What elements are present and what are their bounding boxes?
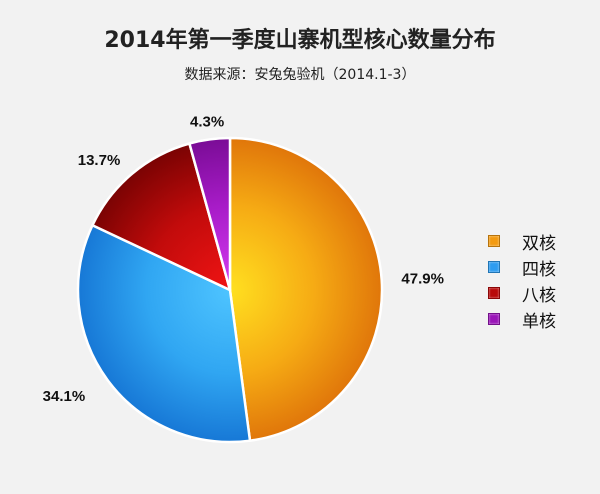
legend-swatch-single-core	[488, 313, 500, 325]
legend-label: 八核	[522, 285, 556, 306]
data-label-octa-core: 13.7%	[78, 152, 121, 169]
legend-item-quad-core: 四核	[488, 254, 556, 280]
legend-item-single-core: 单核	[488, 306, 556, 332]
legend-label: 四核	[522, 259, 556, 280]
legend-swatch-quad-core	[488, 261, 500, 273]
data-label-quad-core: 34.1%	[43, 388, 86, 405]
pie-slice-octa-core	[91, 142, 232, 292]
data-label-single-core: 4.3%	[190, 113, 224, 130]
data-label-dual-core: 47.9%	[401, 271, 444, 288]
legend-swatch-octa-core	[488, 287, 500, 299]
legend-label: 双核	[522, 233, 556, 254]
legend-item-octa-core: 八核	[488, 280, 556, 306]
legend-label: 单核	[522, 311, 556, 332]
legend-swatch-dual-core	[488, 235, 500, 247]
pie-slice-dual-core	[228, 136, 384, 442]
chart-title: 2014年第一季度山寨机型核心数量分布	[104, 28, 496, 53]
legend-item-dual-core: 双核	[488, 228, 556, 254]
pie-slice-single-core	[188, 136, 232, 292]
legend: 双核 四核 八核 单核	[488, 228, 556, 332]
chart-subtitle: 数据来源：安兔兔验机（2014.1-3）	[184, 67, 416, 83]
